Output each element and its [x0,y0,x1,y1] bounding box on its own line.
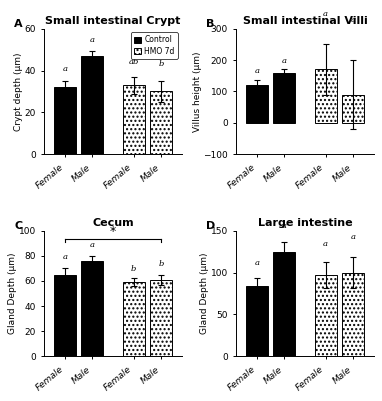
Text: ab: ab [128,58,139,66]
Bar [246,286,268,356]
Text: b: b [131,265,136,273]
Text: a: a [254,259,259,267]
Text: a: a [90,36,95,45]
Bar [274,251,295,356]
Text: a: a [323,240,328,248]
Bar [54,275,76,356]
Bar [81,56,104,154]
Bar [123,85,145,154]
Bar [150,91,172,154]
Title: Large intestine: Large intestine [258,219,352,229]
Y-axis label: Villus height (μm): Villus height (μm) [193,51,202,132]
Text: D: D [206,221,215,231]
Text: B: B [206,18,214,28]
Bar [54,87,76,154]
Text: *: * [110,225,116,239]
Y-axis label: Gland Depth (μm): Gland Depth (μm) [200,253,209,334]
Legend: Control, HMO 7d: Control, HMO 7d [131,32,178,59]
Bar [246,85,268,123]
Text: a: a [351,233,356,241]
Bar [81,261,104,356]
Text: C: C [14,221,22,231]
Text: a: a [282,57,287,65]
Title: Cecum: Cecum [92,219,134,229]
Bar [342,95,364,123]
Title: Small intestinal Villi: Small intestinal Villi [243,16,367,26]
Text: A: A [14,18,23,28]
Bar [150,279,172,356]
Bar [342,273,364,356]
Bar [274,73,295,123]
Text: a: a [351,16,356,24]
Title: Small intestinal Crypt: Small intestinal Crypt [45,16,181,26]
Text: a: a [62,253,67,261]
Bar [123,282,145,356]
Bar [315,275,337,356]
Text: b: b [159,260,164,268]
Text: b: b [159,61,164,69]
Bar [315,69,337,123]
Text: a: a [323,10,328,18]
Text: a: a [282,222,287,230]
Text: a: a [254,67,259,75]
Y-axis label: Gland Depth (μm): Gland Depth (μm) [8,253,17,334]
Y-axis label: Crypt depth (μm): Crypt depth (μm) [14,52,23,131]
Text: a: a [62,65,67,73]
Text: a: a [90,241,95,249]
